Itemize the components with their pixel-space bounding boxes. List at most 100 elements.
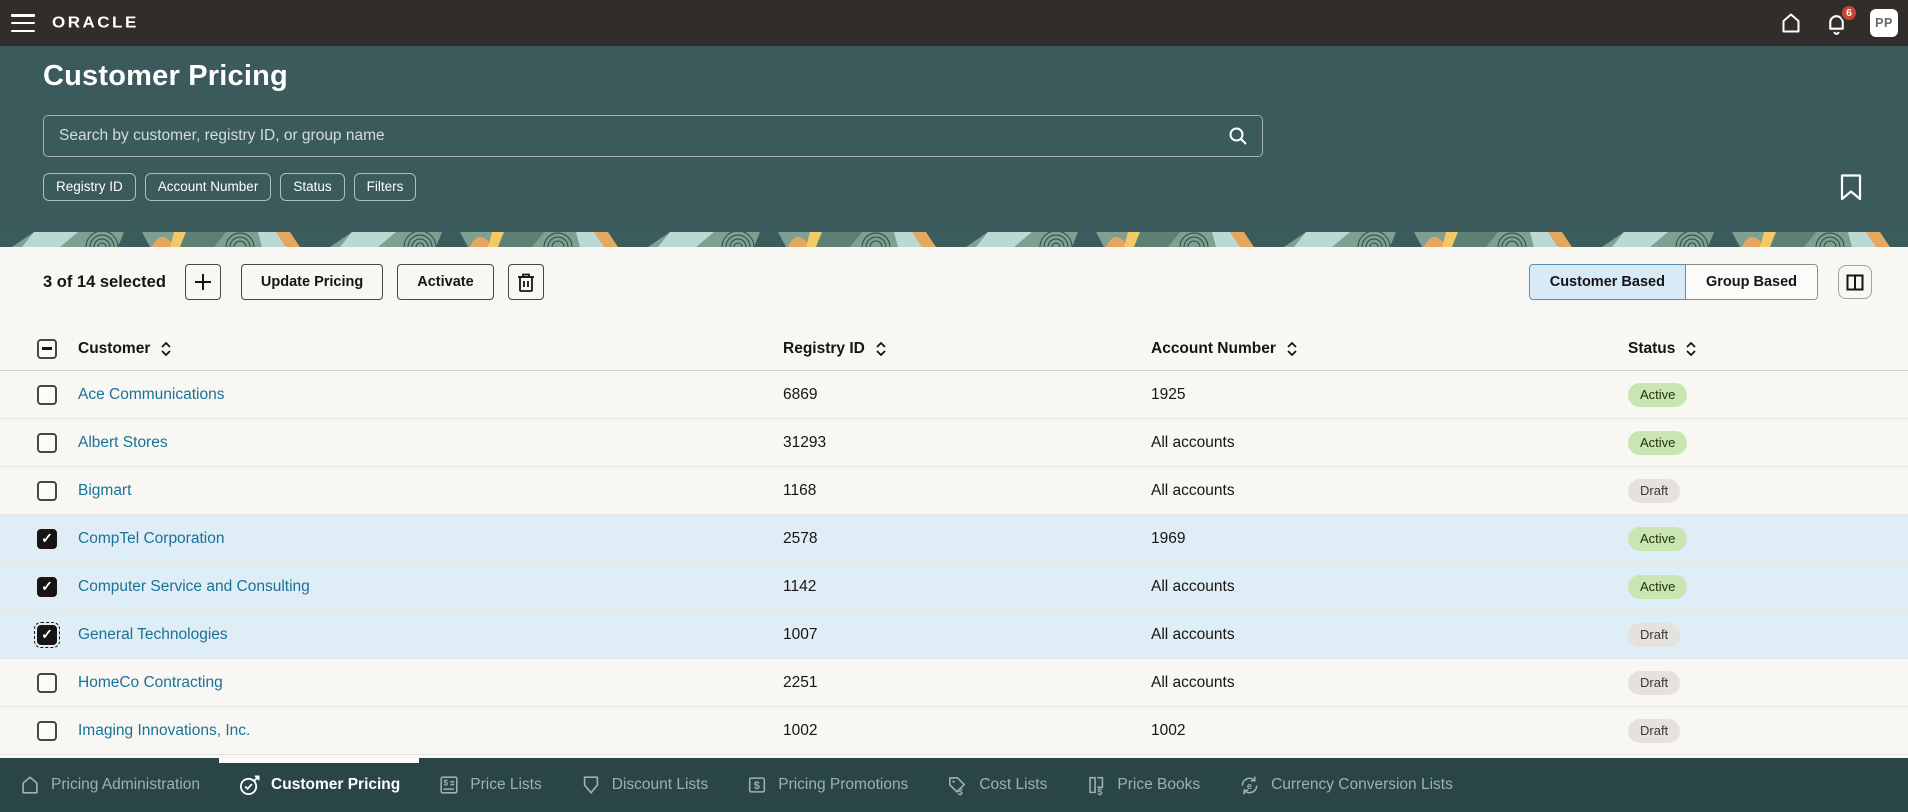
activate-button[interactable]: Activate [397, 264, 494, 300]
customer-link[interactable]: Ace Communications [78, 385, 225, 403]
status-badge: Active [1628, 526, 1688, 551]
currency-exchange-icon: e [1238, 774, 1261, 797]
nav-item-label: Customer Pricing [271, 776, 401, 793]
account-number-cell: All accounts [1151, 625, 1235, 643]
select-all-checkbox[interactable] [37, 338, 57, 359]
row-checkbox[interactable] [37, 480, 57, 501]
column-header-customer[interactable]: Customer [78, 340, 783, 358]
update-pricing-button[interactable]: Update Pricing [240, 264, 384, 300]
table-row[interactable]: CompTel Corporation 2578 1969 Active [0, 515, 1908, 563]
sort-icon[interactable] [1286, 341, 1298, 357]
customer-link[interactable]: Bigmart [78, 481, 132, 499]
registry-id-cell: 2578 [783, 529, 818, 547]
customer-link[interactable]: HomeCo Contracting [78, 673, 223, 691]
decorative-banner [0, 232, 1908, 247]
table-row[interactable]: General Technologies 1007 All accounts D… [0, 611, 1908, 659]
row-checkbox[interactable] [37, 720, 57, 741]
topbar-actions: 6 PP [1779, 3, 1898, 37]
menu-icon[interactable] [11, 14, 35, 32]
row-checkbox[interactable] [37, 432, 57, 453]
filter-chip-status[interactable]: Status [280, 173, 345, 201]
notification-badge: 6 [1840, 3, 1858, 22]
nav-item-label: Pricing Promotions [778, 776, 909, 793]
tag-dollar-icon: $ [946, 774, 969, 797]
search-bar [43, 115, 1263, 157]
status-badge: Draft [1628, 718, 1681, 743]
main-content: 3 of 14 selected Update Pricing Activate… [0, 247, 1908, 758]
home-icon[interactable] [1779, 11, 1803, 35]
status-badge: Draft [1628, 622, 1681, 647]
split-panel-icon [1846, 274, 1864, 290]
nav-item-currency-conversion-lists[interactable]: e Currency Conversion Lists [1219, 758, 1472, 812]
avatar[interactable]: PP [1870, 9, 1898, 37]
nav-item-customer-pricing[interactable]: Customer Pricing [219, 758, 420, 812]
search-input[interactable] [43, 115, 1263, 157]
table-row[interactable]: Computer Service and Consulting 1142 All… [0, 563, 1908, 611]
nav-item-cost-lists[interactable]: $ Cost Lists [927, 758, 1066, 812]
filter-chip-filters[interactable]: Filters [353, 173, 417, 201]
delete-button[interactable] [507, 264, 544, 300]
page-title: Customer Pricing [43, 60, 288, 92]
customer-link[interactable]: General Technologies [78, 625, 228, 643]
table-row[interactable]: HomeCo Contracting 2251 All accounts Dra… [0, 659, 1908, 707]
column-header-status[interactable]: Status [1628, 340, 1908, 358]
nav-item-label: Discount Lists [611, 776, 709, 793]
customer-pricing-table: Customer Registry ID [0, 327, 1908, 755]
status-badge: Draft [1628, 670, 1681, 695]
row-checkbox[interactable] [37, 528, 57, 549]
trash-icon [517, 273, 534, 292]
account-number-cell: 1925 [1151, 385, 1186, 403]
status-badge: Active [1628, 382, 1688, 407]
customer-link[interactable]: CompTel Corporation [78, 529, 225, 547]
row-checkbox[interactable] [37, 384, 57, 405]
account-number-cell: All accounts [1151, 673, 1235, 691]
selection-summary: 3 of 14 selected [43, 272, 166, 291]
sort-icon[interactable] [160, 341, 172, 357]
column-header-registry-id[interactable]: Registry ID [783, 340, 1151, 358]
nav-item-discount-lists[interactable]: Discount Lists [561, 758, 727, 812]
bookmark-icon[interactable] [1840, 173, 1862, 201]
toggle-customer-based[interactable]: Customer Based [1528, 264, 1686, 300]
table-row[interactable]: Bigmart 1168 All accounts Draft [0, 467, 1908, 515]
status-badge: Active [1628, 430, 1688, 455]
row-checkbox[interactable] [34, 621, 60, 648]
filter-chip-registry-id[interactable]: Registry ID [43, 173, 136, 201]
add-button[interactable] [184, 264, 221, 300]
home-icon [19, 774, 41, 796]
notifications-button[interactable]: 6 [1824, 3, 1858, 36]
nav-item-label: Cost Lists [979, 776, 1048, 793]
svg-text:$: $ [754, 780, 760, 792]
sort-icon[interactable] [1685, 341, 1697, 357]
table-row[interactable]: Imaging Innovations, Inc. 1002 1002 Draf… [0, 707, 1908, 755]
sort-icon[interactable] [875, 341, 887, 357]
nav-item-pricing-administration[interactable]: Pricing Administration [0, 758, 219, 812]
registry-id-cell: 1168 [783, 481, 817, 499]
account-number-cell: 1969 [1151, 529, 1186, 547]
row-checkbox[interactable] [37, 672, 57, 693]
dollar-square-icon: $ [746, 774, 768, 796]
registry-id-cell: 2251 [783, 673, 818, 691]
nav-item-price-books[interactable]: $ Price Books [1066, 758, 1219, 812]
nav-item-pricing-promotions[interactable]: $ Pricing Promotions [727, 758, 927, 812]
nav-item-label: Pricing Administration [51, 776, 201, 793]
customer-link[interactable]: Computer Service and Consulting [78, 577, 310, 595]
svg-text:e: e [1247, 780, 1252, 790]
account-number-cell: All accounts [1151, 481, 1235, 499]
row-checkbox[interactable] [37, 576, 57, 597]
search-icon[interactable] [1226, 124, 1250, 153]
toggle-group-based[interactable]: Group Based [1685, 264, 1818, 300]
customer-link[interactable]: Albert Stores [78, 433, 168, 451]
table-toolbar: 3 of 14 selected Update Pricing Activate… [0, 264, 1908, 300]
layout-panel-button[interactable] [1838, 265, 1872, 299]
nav-item-label: Price Books [1117, 776, 1201, 793]
svg-text:$: $ [1098, 787, 1103, 797]
target-icon [238, 774, 261, 797]
nav-item-price-lists[interactable]: $ Price Lists [419, 758, 561, 812]
registry-id-cell: 31293 [783, 433, 827, 451]
column-header-account-number[interactable]: Account Number [1151, 340, 1628, 358]
oracle-logo: ORACLE [52, 13, 139, 32]
table-row[interactable]: Ace Communications 6869 1925 Active [0, 371, 1908, 419]
customer-link[interactable]: Imaging Innovations, Inc. [78, 721, 251, 739]
table-row[interactable]: Albert Stores 31293 All accounts Active [0, 419, 1908, 467]
filter-chip-account-number[interactable]: Account Number [144, 173, 272, 201]
